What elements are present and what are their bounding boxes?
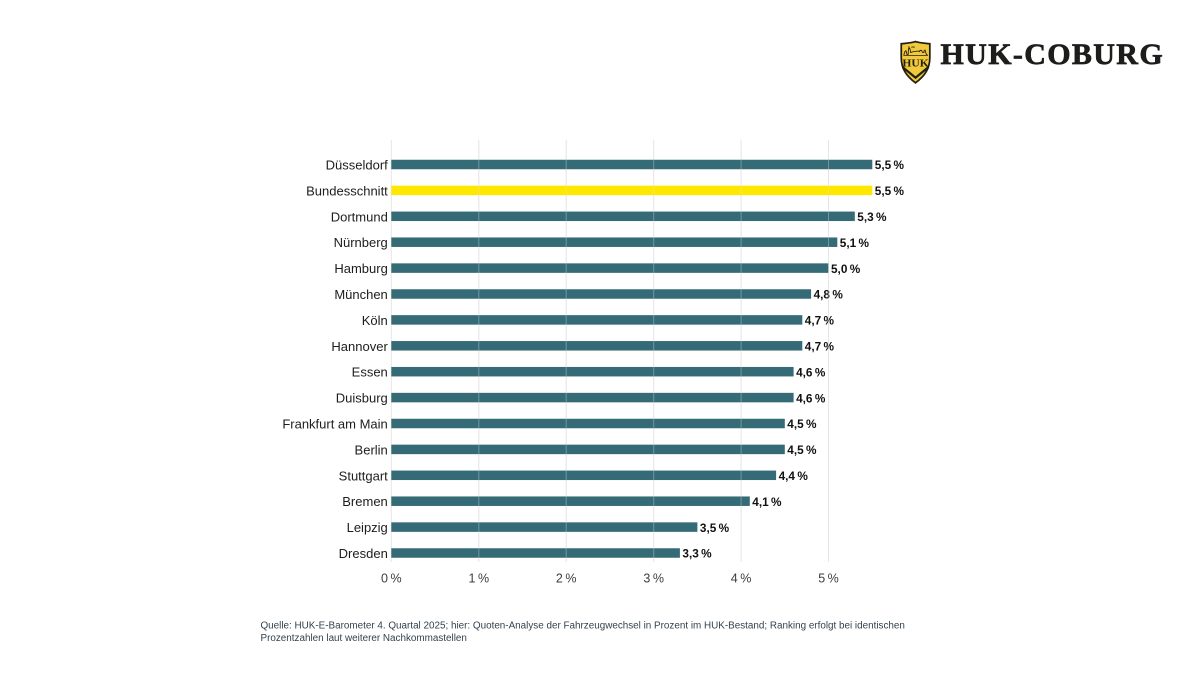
svg-text:4,4 %: 4,4 %	[779, 469, 809, 483]
svg-text:0 %: 0 %	[381, 572, 402, 586]
svg-text:4,6 %: 4,6 %	[796, 391, 826, 405]
svg-text:München: München	[334, 287, 387, 302]
svg-text:Hannover: Hannover	[331, 339, 388, 354]
svg-text:4,5 %: 4,5 %	[787, 417, 817, 431]
svg-text:Bundesschnitt: Bundesschnitt	[306, 183, 388, 198]
svg-text:Berlin: Berlin	[355, 442, 388, 457]
svg-text:Düsseldorf: Düsseldorf	[326, 158, 389, 173]
svg-text:Essen: Essen	[352, 365, 388, 380]
svg-text:Duisburg: Duisburg	[336, 391, 388, 406]
svg-text:Leipzig: Leipzig	[347, 520, 388, 535]
svg-text:Nürnberg: Nürnberg	[334, 235, 388, 250]
svg-text:4,6 %: 4,6 %	[796, 365, 826, 379]
svg-text:5 %: 5 %	[818, 572, 839, 586]
svg-text:HUK: HUK	[903, 58, 930, 70]
svg-text:Quelle: HUK-E-Barometer 4. Qua: Quelle: HUK-E-Barometer 4. Quartal 2025;…	[261, 621, 905, 632]
svg-text:Frankfurt am Main: Frankfurt am Main	[282, 417, 387, 432]
svg-text:3 %: 3 %	[643, 572, 664, 586]
svg-text:3,3 %: 3,3 %	[682, 547, 712, 561]
svg-text:4,7 %: 4,7 %	[805, 314, 835, 328]
svg-text:4,8 %: 4,8 %	[814, 288, 844, 302]
svg-text:4,7 %: 4,7 %	[805, 340, 835, 354]
svg-text:5,0 %: 5,0 %	[831, 262, 861, 276]
svg-text:5,5 %: 5,5 %	[875, 184, 905, 198]
svg-text:Stuttgart: Stuttgart	[339, 468, 389, 483]
svg-text:4 %: 4 %	[731, 572, 752, 586]
svg-text:Dortmund: Dortmund	[331, 209, 388, 224]
svg-text:5,5 %: 5,5 %	[875, 158, 905, 172]
svg-text:Hamburg: Hamburg	[334, 261, 387, 276]
svg-text:2 %: 2 %	[556, 572, 577, 586]
svg-text:3,5 %: 3,5 %	[700, 521, 730, 535]
svg-text:Dresden: Dresden	[339, 546, 388, 561]
svg-text:4,1 %: 4,1 %	[752, 495, 782, 509]
svg-text:5,3 %: 5,3 %	[857, 210, 887, 224]
svg-text:1 %: 1 %	[469, 572, 490, 586]
svg-text:4,5 %: 4,5 %	[787, 443, 817, 457]
svg-text:5,1 %: 5,1 %	[840, 236, 870, 250]
svg-text:Bremen: Bremen	[342, 494, 388, 509]
svg-text:Prozentzahlen laut weiterer Na: Prozentzahlen laut weiterer Nachkommaste…	[261, 633, 467, 644]
svg-text:Köln: Köln	[362, 313, 388, 328]
